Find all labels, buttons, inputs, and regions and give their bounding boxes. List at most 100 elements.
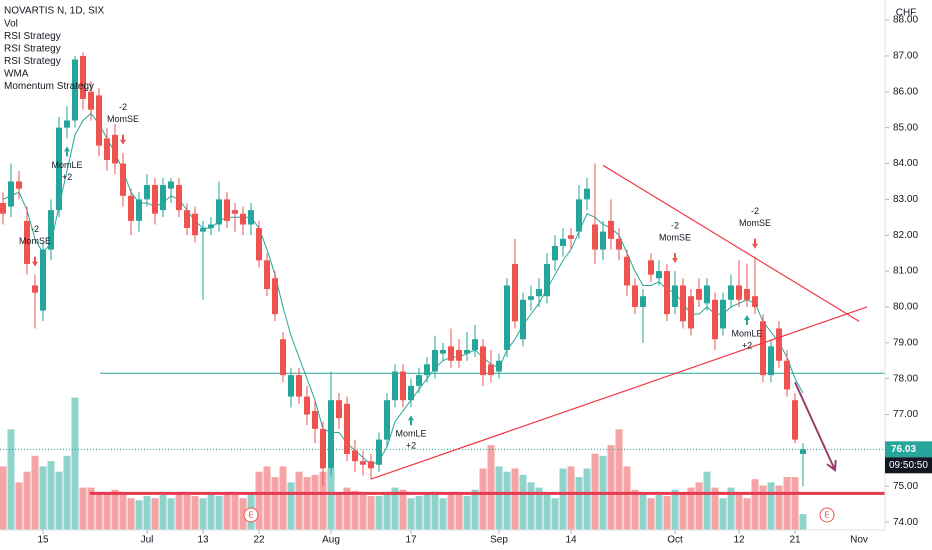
candle-body [344,403,350,454]
volume-bar [135,500,143,530]
volume-bar [703,471,711,530]
volume-bar [399,489,407,530]
candle-body [496,360,502,372]
volume-bar [263,466,271,530]
candle-body [656,271,662,279]
volume-bar [111,489,119,530]
candle-body [120,163,126,196]
volume-bar [383,491,391,530]
volume-bar [551,498,559,530]
candle-body [168,181,174,189]
volume-bar [671,489,679,530]
volume-bar [207,492,215,530]
volume-bar [487,445,495,530]
indicator-label: Momentum Strategy [4,81,94,92]
candle-body [768,346,774,376]
x-tick-label: 12 [733,535,745,546]
volume-bar [223,493,231,530]
candle-body [792,400,798,440]
signal-label: MomSE [739,218,771,228]
volume-bar [183,495,191,530]
candle-body [88,91,94,110]
countdown-label: 09:50:50 [889,460,928,471]
volume-bar [0,466,7,530]
indicator-label: Vol [4,19,18,30]
candle-body [696,289,702,300]
x-tick-label: Oct [667,535,683,546]
volume-bar [631,489,639,530]
candle-body [640,296,646,307]
volume-bar [71,397,79,530]
signal-arrow-up [64,146,70,157]
candle-body [784,360,790,390]
candle-body [800,449,806,454]
y-tick-label: 86.00 [893,86,918,97]
y-tick-label: 79.00 [893,337,918,348]
volume-bar [151,498,159,530]
x-tick-label: Aug [322,535,340,546]
signal-arrow-down [672,253,678,264]
candle-body [0,202,6,214]
candle-body [544,263,550,297]
candle-body [232,210,238,214]
volume-bar [511,468,519,530]
candle-body [248,210,254,225]
volume-bar [95,492,103,530]
signal-label: -2 [671,220,679,230]
y-tick-label: 81.00 [893,266,918,277]
candle-body [160,185,166,211]
candle-body [128,195,134,221]
volume-bar [287,482,295,530]
volume-bar [119,492,127,530]
earnings-label: E [824,511,829,520]
candle-body [272,278,278,315]
candle-body [24,220,30,264]
volume-bar [471,489,479,530]
earnings-marker [243,507,259,523]
volume-bar [479,468,487,530]
signal-label: MomLE [731,328,762,338]
y-tick-label: 80.00 [893,302,918,313]
volume-bar [447,493,455,530]
volume-bar [455,492,463,530]
volume-bar [743,498,751,530]
volume-bar [591,453,599,530]
x-tick-label: Jul [141,535,154,546]
candle-body [72,59,78,121]
volume-bar [279,466,287,530]
candle-body [432,349,438,372]
candle-body [608,220,614,239]
volume-bar [615,429,623,530]
candle-body [648,260,654,275]
indicator-label: RSI Strategy [4,44,61,55]
candle-body [568,235,574,239]
volume-bar [695,482,703,530]
candle-body [360,461,366,465]
y-tick-label: 75.00 [893,481,918,492]
x-tick-label: 13 [197,535,209,546]
volume-bar [231,495,239,530]
volume-bar [415,496,423,530]
candle-body [320,428,326,469]
candle-body [208,224,214,229]
signal-arrow-up [744,314,750,325]
candle-body [536,289,542,297]
volume-bar [367,496,375,530]
volume-bar [199,498,207,530]
candle-body [464,349,470,354]
candle-body [736,285,742,300]
candle-body [504,285,510,350]
candle-body [632,285,638,307]
candle-body [296,375,302,397]
candle-body [216,199,222,225]
volume-bar [655,495,663,530]
volume-bar [351,490,359,530]
volume-bar [751,479,759,530]
x-tick-label: 14 [565,535,577,546]
candle-body [240,213,246,225]
candle-body [328,400,334,469]
candle-body [40,249,46,311]
candle-body [416,375,422,386]
candle-body [576,199,582,232]
